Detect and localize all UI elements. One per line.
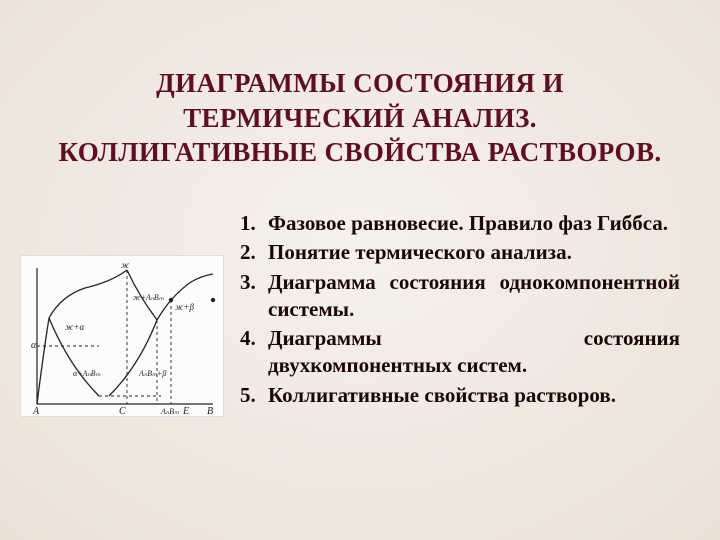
svg-text:ж+AₙBₘ: ж+AₙBₘ bbox=[133, 293, 164, 302]
list-number: 3. bbox=[240, 269, 268, 324]
list-text-4a: Диаграммы bbox=[268, 325, 382, 352]
list-item: 3. Диаграмма состояния однокомпонентной … bbox=[240, 269, 680, 324]
topic-list: 1. Фазовое равновесие. Правило фаз Гиббс… bbox=[240, 210, 680, 411]
title-line-2: ТЕРМИЧЕСКИЙ АНАЛИЗ. bbox=[183, 103, 537, 133]
svg-text:E: E bbox=[182, 406, 189, 416]
svg-text:ж+α: ж+α bbox=[65, 322, 84, 332]
svg-text:ж: ж bbox=[121, 260, 130, 270]
svg-text:AₙBₘ: AₙBₘ bbox=[160, 407, 179, 416]
list-text-4b: состояния bbox=[584, 325, 680, 352]
list-number: 4. bbox=[240, 325, 268, 380]
slide-title: ДИАГРАММЫ СОСТОЯНИЯ И ТЕРМИЧЕСКИЙ АНАЛИЗ… bbox=[40, 66, 680, 170]
title-line-3: КОЛЛИГАТИВНЫЕ СВОЙСТВА РАСТВОРОВ. bbox=[58, 137, 661, 167]
slide: ДИАГРАММЫ СОСТОЯНИЯ И ТЕРМИЧЕСКИЙ АНАЛИЗ… bbox=[0, 0, 720, 540]
list-text: Диаграммы состояния двухкомпонентных сис… bbox=[268, 325, 680, 380]
list-text: Коллигативные свойства растворов. bbox=[268, 382, 680, 409]
svg-text:ж+β: ж+β bbox=[175, 302, 194, 312]
list-text: Фазовое равновесие. Правило фаз Гиббса. bbox=[268, 210, 680, 237]
phase-diagram-svg: ж+α ж+AₙBₘ ж+β α α+AₙBₘ AₙBₘ+β ж A C AₙBₘE B bbox=[21, 256, 223, 416]
list-number: 2. bbox=[240, 239, 268, 266]
list-item: 1. Фазовое равновесие. Правило фаз Гиббс… bbox=[240, 210, 680, 237]
title-line-1: ДИАГРАММЫ СОСТОЯНИЯ И bbox=[156, 68, 564, 98]
list-text-4c: двухкомпонентных систем. bbox=[268, 352, 680, 379]
list-number: 5. bbox=[240, 382, 268, 409]
list-item: 5. Коллигативные свойства растворов. bbox=[240, 382, 680, 409]
svg-text:A: A bbox=[32, 406, 40, 416]
list-item: 4. Диаграммы состояния двухкомпонентных … bbox=[240, 325, 680, 380]
list-text: Диаграмма состояния однокомпонентной сис… bbox=[268, 269, 680, 324]
list-text: Понятие термического анализа. bbox=[268, 239, 680, 266]
svg-text:C: C bbox=[119, 406, 126, 416]
svg-text:α+AₙBₘ: α+AₙBₘ bbox=[73, 369, 101, 378]
list-item: 2. Понятие термического анализа. bbox=[240, 239, 680, 266]
svg-text:α: α bbox=[31, 340, 37, 351]
phase-diagram: ж+α ж+AₙBₘ ж+β α α+AₙBₘ AₙBₘ+β ж A C AₙBₘE B bbox=[20, 255, 224, 417]
svg-text:B: B bbox=[207, 406, 213, 416]
svg-text:AₙBₘ+β: AₙBₘ+β bbox=[138, 369, 166, 378]
list-number: 1. bbox=[240, 210, 268, 237]
